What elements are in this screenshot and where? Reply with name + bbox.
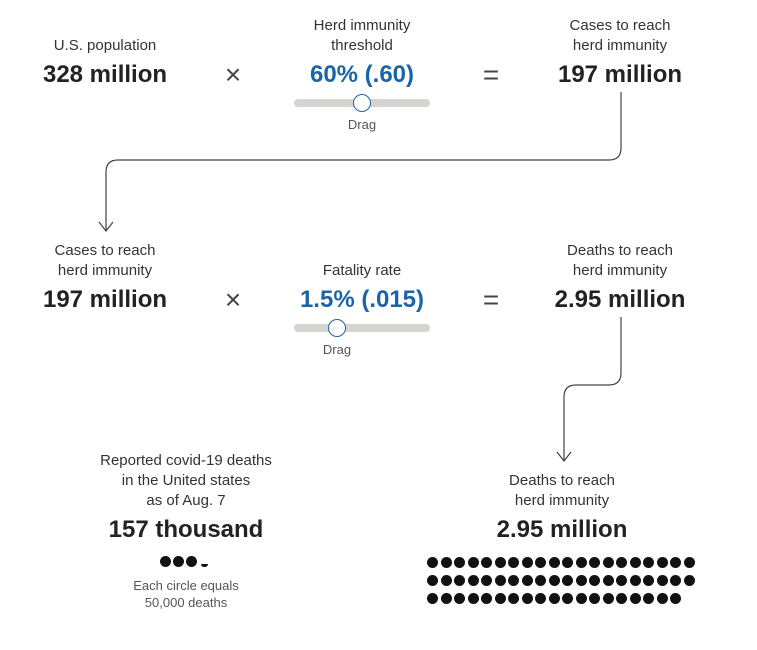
death-circle (616, 557, 627, 568)
fatality-slider-track[interactable] (294, 324, 430, 332)
reported-deaths-label: Reported covid-19 deaths in the United s… (100, 452, 272, 509)
fatality-label: Fatality rate (322, 262, 402, 279)
death-circle (440, 575, 452, 586)
deaths-value: 2.95 million (554, 286, 686, 313)
death-circle (535, 593, 546, 604)
death-circle (670, 557, 681, 568)
death-circle (467, 593, 479, 604)
death-circle (186, 556, 197, 567)
threshold-drag-hint: Drag (347, 117, 377, 132)
death-circle (629, 557, 641, 568)
row2-cases-label: Cases to reach herd immunity (54, 242, 156, 279)
row2-equals-sign: = (482, 284, 500, 315)
death-circle (616, 593, 627, 604)
death-circle (643, 593, 654, 604)
herd-deaths-value: 2.95 million (496, 516, 628, 543)
death-circle (602, 575, 614, 586)
death-circle (173, 556, 184, 567)
death-circle-partial (201, 564, 208, 567)
death-circle (535, 575, 546, 586)
death-circle (481, 575, 492, 586)
death-circle (670, 593, 681, 604)
fatality-value: 1.5% (.015) (299, 286, 425, 313)
death-circle (494, 557, 506, 568)
connector-arrowhead-row1 (98, 221, 114, 232)
cases-label: Cases to reach herd immunity (569, 17, 671, 54)
death-circle (454, 575, 465, 586)
row2-multiply-sign: × (224, 284, 242, 315)
death-circle (589, 575, 600, 586)
death-circle (454, 593, 465, 604)
threshold-slider-handle[interactable] (353, 94, 371, 112)
death-circle (481, 593, 492, 604)
death-circle (575, 557, 587, 568)
death-circle (548, 575, 560, 586)
death-circle (575, 593, 587, 604)
death-circle (629, 575, 641, 586)
death-circle (562, 593, 573, 604)
death-circle (427, 593, 438, 604)
death-circle (602, 557, 614, 568)
threshold-value: 60% (.60) (309, 61, 415, 88)
death-circle (656, 557, 668, 568)
connector-arrow-row2-to-row3 (563, 317, 622, 460)
death-circle (670, 575, 681, 586)
death-circle (643, 557, 654, 568)
deaths-label: Deaths to reach herd immunity (567, 242, 673, 279)
death-circle (494, 593, 506, 604)
death-circle (575, 575, 587, 586)
death-circle (440, 557, 452, 568)
death-circle (427, 557, 438, 568)
death-circle (589, 557, 600, 568)
death-circle (508, 593, 519, 604)
fatality-slider-handle[interactable] (328, 319, 346, 337)
death-circle (427, 575, 438, 586)
death-circle (521, 575, 533, 586)
death-circle (629, 593, 641, 604)
death-circle (548, 557, 560, 568)
death-circle (160, 556, 171, 567)
connector-arrowhead-row2 (556, 451, 572, 462)
connector-arrow-row1-to-row2 (105, 92, 622, 230)
population-label: U.S. population (53, 37, 157, 54)
death-circle (454, 557, 465, 568)
death-circle (467, 557, 479, 568)
death-circle (656, 593, 668, 604)
death-circle (683, 557, 695, 568)
fatality-drag-hint: Drag (322, 342, 352, 357)
death-circle (481, 557, 492, 568)
circle-scale-note: Each circle equals 50,000 deaths (133, 578, 239, 610)
death-circle (656, 575, 668, 586)
population-value: 328 million (42, 61, 168, 88)
death-circle (440, 593, 452, 604)
death-circle (616, 575, 627, 586)
death-circle (643, 575, 654, 586)
death-circle (562, 557, 573, 568)
death-circle (683, 575, 695, 586)
reported-deaths-value: 157 thousand (108, 516, 264, 543)
death-circle (602, 593, 614, 604)
death-circle (548, 593, 560, 604)
death-circle (467, 575, 479, 586)
death-circle (589, 593, 600, 604)
death-circle (521, 593, 533, 604)
threshold-label: Herd immunity threshold (313, 17, 411, 54)
cases-value: 197 million (557, 61, 683, 88)
death-circle (494, 575, 506, 586)
death-circle (562, 575, 573, 586)
equals-sign: = (482, 59, 500, 90)
death-circle (508, 575, 519, 586)
death-circle (535, 557, 546, 568)
herd-deaths-label: Deaths to reach herd immunity (509, 472, 615, 509)
death-circle (521, 557, 533, 568)
multiply-sign: × (224, 59, 242, 90)
death-circle (508, 557, 519, 568)
row2-cases-value: 197 million (42, 286, 168, 313)
